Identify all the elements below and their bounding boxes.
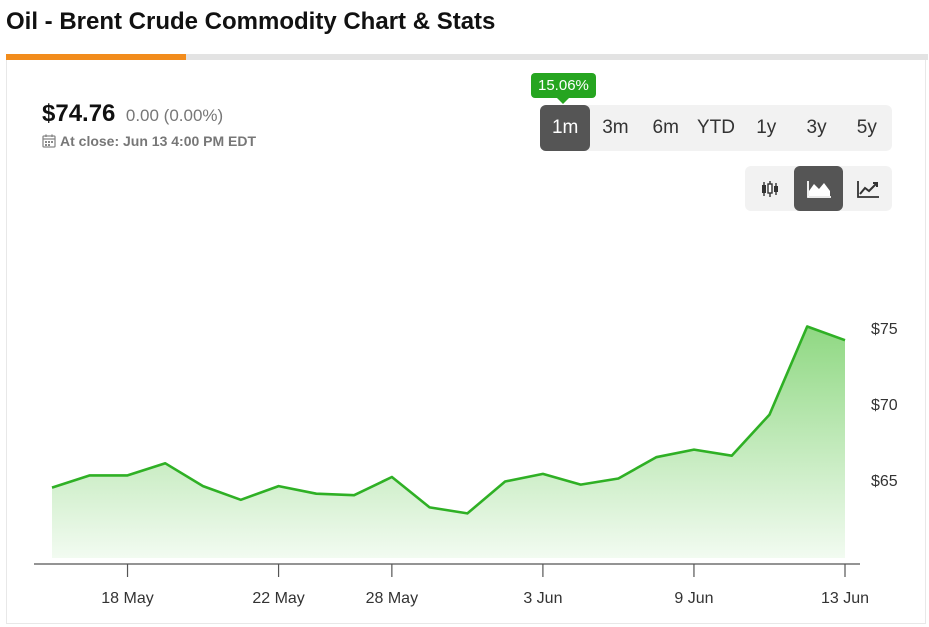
section-tab-bar	[6, 54, 928, 60]
candlestick-chart-button[interactable]	[745, 166, 794, 211]
range-button-3m[interactable]: 3m	[602, 117, 629, 138]
x-tick-label: 13 Jun	[821, 590, 869, 607]
price-area	[52, 326, 845, 558]
line-chart-button[interactable]	[843, 166, 892, 211]
range-performance-badge: 15.06%	[531, 73, 596, 104]
time-range-selector: 1m 3m 6m YTD 1y 3y 5y	[540, 105, 892, 151]
y-tick-label: $70	[871, 397, 898, 414]
range-button-6m[interactable]: 6m	[652, 117, 679, 138]
chart-type-selector	[745, 166, 892, 211]
y-tick-label: $75	[871, 321, 898, 338]
close-info: At close: Jun 13 4:00 PM EDT	[42, 133, 256, 149]
price-row: $74.76 0.00 (0.00%)	[42, 100, 223, 128]
page-title: Oil - Brent Crude Commodity Chart & Stat…	[6, 8, 496, 35]
y-tick-label: $65	[871, 473, 898, 490]
active-tab-indicator	[6, 54, 186, 60]
line-chart-icon	[856, 180, 879, 198]
range-button-ytd[interactable]: YTD	[696, 117, 735, 138]
range-button-1y[interactable]: 1y	[756, 117, 777, 138]
price-line	[51, 325, 846, 515]
range-button-3y[interactable]: 3y	[806, 117, 827, 138]
x-tick-label: 18 May	[101, 590, 153, 607]
x-tick-label: 28 May	[366, 590, 418, 607]
x-tick-label: 9 Jun	[674, 590, 713, 607]
range-button-5y[interactable]: 5y	[856, 117, 877, 138]
area-chart-button[interactable]	[794, 166, 843, 211]
candlestick-icon	[761, 180, 778, 197]
chart-card	[6, 60, 926, 624]
close-time-text: At close: Jun 13 4:00 PM EDT	[60, 133, 257, 149]
price-change: 0.00 (0.00%)	[125, 106, 224, 125]
current-price: $74.76	[42, 100, 116, 127]
area-chart-icon	[806, 180, 831, 198]
x-tick-label: 22 May	[252, 590, 304, 607]
calendar-icon	[42, 134, 56, 148]
range-button-1m[interactable]: 1m	[540, 105, 591, 151]
x-tick-label: 3 Jun	[523, 590, 562, 607]
